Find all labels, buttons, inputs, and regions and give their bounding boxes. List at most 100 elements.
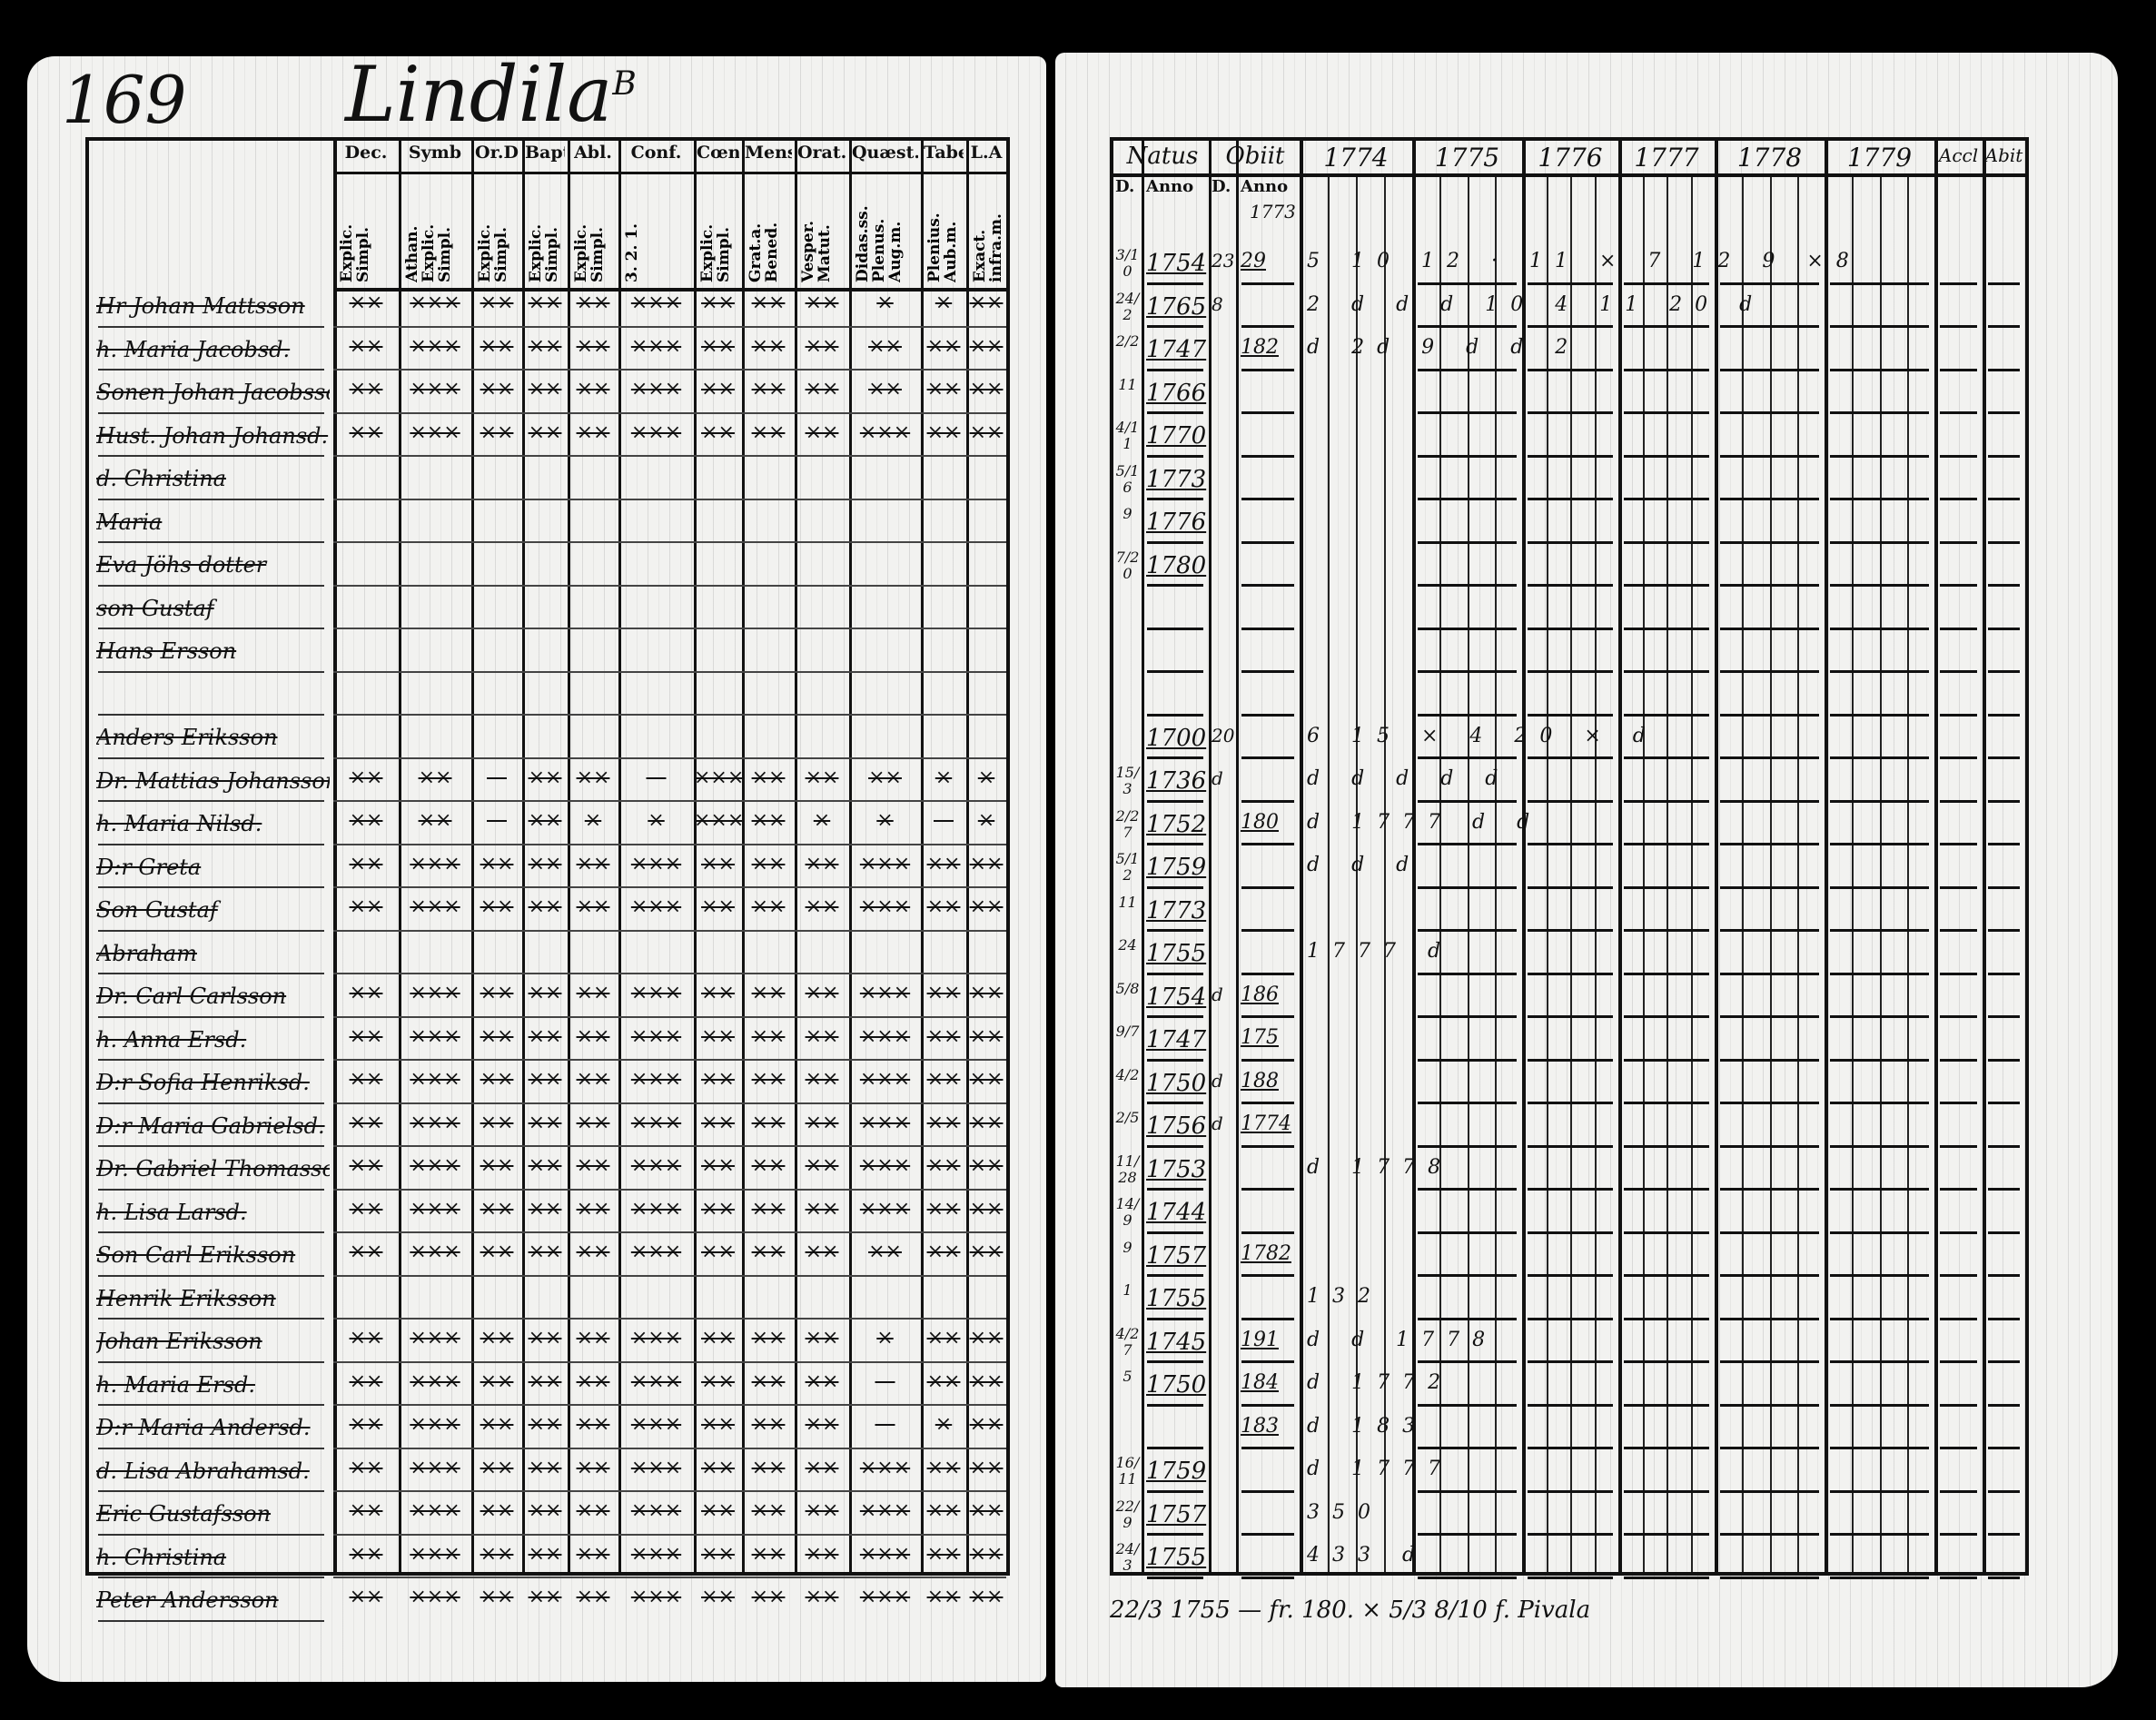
row-dash — [1624, 282, 1709, 285]
name-underline — [98, 1015, 324, 1018]
attendance-mark: ×× — [926, 1327, 961, 1349]
birth-year: 1776 — [1146, 509, 1207, 536]
row-dash — [1988, 1144, 2020, 1148]
death-day: d — [1212, 767, 1223, 789]
right-page: Natus Obiit D. Anno D. Anno 1773 1774 1775 1776 17… — [1055, 53, 2118, 1687]
attendance-mark: ×× — [528, 1241, 562, 1263]
person-name: Johan Eriksson — [96, 1329, 262, 1354]
row-dash — [1528, 584, 1613, 587]
row-dash — [1528, 670, 1613, 673]
birth-day: 9 — [1123, 1239, 1132, 1256]
row-dash — [1720, 799, 1819, 803]
birth-day: 24/3 — [1115, 1541, 1140, 1574]
attendance-mark: ×× — [701, 292, 735, 314]
attendance-mark: ×× — [751, 420, 786, 444]
column-header: Tabel — [924, 143, 964, 163]
row-dash — [1624, 540, 1709, 544]
row-line — [333, 541, 1006, 543]
row-dash — [1720, 1403, 1819, 1407]
person-name: h. Maria Nilsd. — [96, 811, 262, 836]
attendance-mark: ×× — [751, 1542, 786, 1566]
attendance-mark: ×× — [480, 292, 514, 314]
row-dash — [1528, 1102, 1613, 1104]
attendance-mark: ×× — [751, 1068, 786, 1091]
attendance-mark: ×× — [349, 378, 383, 400]
attendance-mark: ×× — [349, 1327, 383, 1349]
attendance-mark: ×× — [528, 1068, 562, 1091]
row-dash — [1940, 799, 1977, 803]
row-dash — [1147, 1576, 1203, 1579]
row-dash — [1988, 843, 2020, 845]
death-year: 180 — [1241, 810, 1279, 834]
row-dash — [1528, 1015, 1613, 1018]
row-dash — [1940, 972, 1977, 975]
name-underline — [98, 973, 324, 974]
row-dash — [1988, 1447, 2020, 1449]
column-subheader: Grat.a. Bened. — [747, 222, 781, 282]
attendance-mark: ×× — [969, 1241, 1004, 1263]
attendance-mark: ×× — [576, 895, 610, 918]
death-year: 182 — [1241, 336, 1279, 359]
row-dash — [1147, 1102, 1203, 1104]
row-dash — [1940, 1058, 1977, 1062]
name-underline — [98, 541, 324, 543]
row-line — [333, 628, 1006, 629]
attendance-mark: ××× — [410, 1197, 460, 1221]
attendance-mark: ×× — [701, 1586, 735, 1608]
attendance-mark: ×× — [480, 420, 514, 444]
attendance-mark: ×× — [751, 1499, 786, 1522]
name-underline — [98, 1360, 324, 1363]
attendance-mark: ×× — [926, 1241, 961, 1263]
row-dash — [1988, 325, 2020, 328]
attendance-mark: ××× — [859, 852, 911, 875]
attendance-mark: ×× — [528, 766, 562, 789]
attendance-mark: ×× — [805, 1413, 839, 1436]
person-name: D:r Sofia Henriksd. — [96, 1070, 310, 1095]
row-dash — [1528, 627, 1613, 630]
attendance-mark: ×× — [349, 852, 383, 875]
birth-day: 4/2 — [1115, 1066, 1140, 1083]
column-divider — [966, 141, 969, 1572]
death-day: d — [1212, 1112, 1223, 1134]
row-dash — [1940, 1403, 1977, 1407]
name-underline — [98, 1619, 324, 1622]
birth-year: 1759 — [1146, 1458, 1207, 1485]
abit-header: Abit — [1984, 144, 2023, 166]
row-dash — [1624, 1403, 1709, 1407]
attendance-mark: ×× — [576, 1327, 610, 1349]
person-name: Eva Jöhs dotter — [96, 552, 267, 578]
row-dash — [1241, 885, 1294, 889]
attendance-mark: ×× — [926, 1111, 961, 1134]
year-subcolumn-divider — [1570, 173, 1572, 1572]
attendance-mark: ××× — [859, 1024, 911, 1048]
row-dash — [1418, 1144, 1517, 1148]
attendance-notes: 132 — [1307, 1285, 1383, 1308]
row-dash — [1940, 1360, 1977, 1363]
attendance-mark: ×× — [868, 1241, 902, 1263]
row-dash — [1988, 1102, 2020, 1104]
name-underline — [98, 1188, 324, 1191]
attendance-mark: ××× — [630, 1456, 682, 1479]
row-dash — [1830, 584, 1929, 587]
column-subheader: Exact. infra.m. — [972, 213, 1003, 282]
row-dash — [1241, 627, 1294, 630]
attendance-mark: ×× — [751, 1111, 786, 1134]
row-dash — [1147, 325, 1203, 328]
birth-year: 1770 — [1146, 422, 1207, 450]
attendance-mark: ×× — [418, 766, 452, 789]
attendance-mark: ×× — [751, 1413, 786, 1436]
attendance-mark: ×× — [926, 334, 961, 358]
row-dash — [1241, 1533, 1294, 1536]
birth-year: 1747 — [1146, 1026, 1207, 1053]
attendance-mark: ×× — [349, 1111, 383, 1134]
row-dash — [1528, 1188, 1613, 1191]
row-dash — [1241, 1231, 1294, 1234]
attendance-mark: ××× — [410, 1068, 460, 1091]
row-dash — [1528, 843, 1613, 845]
row-dash — [1418, 584, 1517, 587]
row-dash — [1830, 929, 1929, 932]
attendance-notes: 2 d d d 10 4 11 20 d — [1307, 292, 1765, 316]
row-dash — [1147, 843, 1203, 845]
person-name: Henrik Eriksson — [96, 1285, 276, 1311]
attendance-mark: ×× — [751, 1024, 786, 1048]
